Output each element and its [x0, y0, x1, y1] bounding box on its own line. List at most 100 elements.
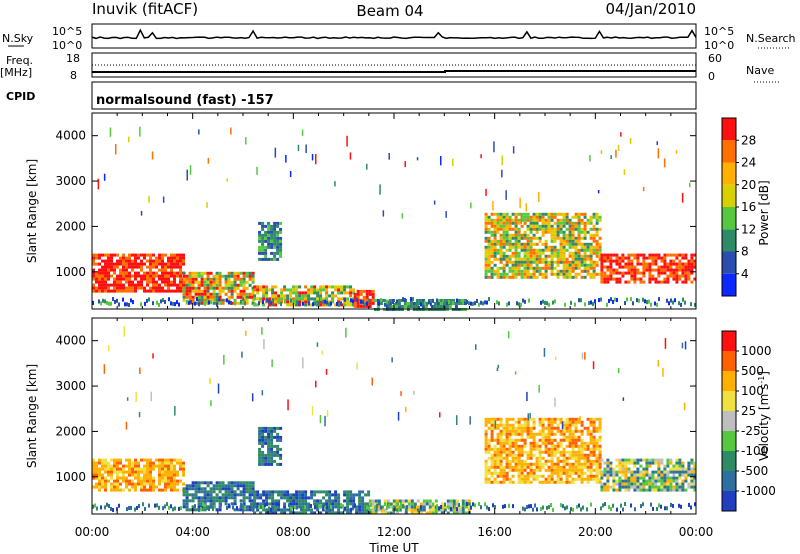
echo-cell: [161, 268, 164, 272]
echo-cell: [490, 429, 494, 433]
echo-cell: [185, 283, 189, 287]
echo-cell: [514, 242, 518, 246]
echo-cell: [422, 499, 426, 503]
echo-cell: [242, 271, 246, 275]
echo-cell: [125, 289, 128, 293]
echo-cell: [283, 288, 287, 292]
echo-cell: [603, 470, 607, 474]
echo-cell: [636, 268, 640, 272]
echo-cell: [648, 253, 652, 257]
echo-cell: [524, 507, 526, 512]
echo-cell: [556, 444, 560, 448]
echo-cell: [484, 417, 488, 421]
echo-cell: [562, 435, 566, 439]
echo-cell: [452, 301, 454, 306]
echo-cell: [362, 300, 364, 305]
echo-cell: [505, 429, 509, 433]
echo-cell: [314, 505, 316, 510]
echo-cell: [92, 476, 95, 480]
echo-cell: [131, 280, 134, 284]
echo-cell: [586, 429, 590, 433]
echo-speck: [400, 391, 402, 396]
echo-cell: [110, 289, 113, 293]
echo-cell: [152, 476, 155, 480]
echo-cell: [589, 263, 593, 267]
echo-cell: [167, 283, 170, 287]
echo-cell: [630, 485, 634, 489]
echo-cell: [292, 288, 296, 292]
echo-cell: [502, 423, 506, 427]
echo-cell: [552, 300, 554, 305]
echo-cell: [365, 295, 369, 299]
echo-cell: [574, 242, 578, 246]
echo-cell: [568, 450, 572, 454]
echo-cell: [487, 447, 491, 451]
echo-cell: [568, 227, 572, 231]
echo-cell: [239, 508, 243, 512]
echo-speck: [346, 135, 348, 147]
echo-cell: [371, 292, 375, 296]
echo-cell: [256, 288, 260, 292]
echo-cell: [316, 288, 320, 292]
echo-cell: [663, 271, 667, 275]
echo-cell: [167, 467, 170, 471]
echo-cell: [621, 479, 625, 483]
echo-speck: [675, 150, 678, 154]
echo-cell: [553, 471, 557, 475]
echo-cell: [618, 467, 622, 471]
echo-cell: [529, 263, 533, 267]
echo-cell: [669, 479, 673, 483]
echo-cell: [538, 260, 542, 264]
echo-cell: [638, 298, 640, 303]
echo-cell: [259, 496, 263, 500]
echo-cell: [233, 502, 237, 506]
colorbar-tick-label: 24: [741, 156, 756, 170]
echo-cell: [654, 479, 658, 483]
echo-cell: [273, 450, 277, 454]
echo-cell: [574, 450, 578, 454]
echo-cell: [200, 508, 204, 512]
echo-cell: [113, 488, 116, 492]
echo-cell: [273, 224, 277, 228]
echo-cell: [508, 447, 512, 451]
echo-cell: [122, 262, 125, 266]
echo-cell: [547, 218, 551, 222]
echo-cell: [526, 462, 530, 466]
echo-cell: [233, 298, 237, 302]
echo-cell: [490, 230, 494, 234]
echo-cell: [589, 236, 593, 240]
echo-cell: [678, 262, 682, 266]
echo-cell: [612, 503, 614, 508]
echo-cell: [262, 508, 266, 512]
echo-cell: [589, 417, 593, 421]
echo-cell: [218, 505, 222, 509]
echo-cell: [514, 221, 518, 225]
echo-cell: [526, 236, 530, 240]
echo-cell: [678, 470, 682, 474]
echo-cell: [630, 476, 634, 480]
echo-cell: [144, 506, 146, 511]
echo-cell: [296, 505, 298, 510]
echo-cell: [176, 262, 179, 266]
echo-cell: [544, 212, 548, 216]
echo-cell: [562, 218, 566, 222]
echo-cell: [598, 215, 602, 219]
echo-cell: [209, 481, 213, 485]
echo-cell: [592, 275, 596, 279]
echo-cell: [248, 274, 252, 278]
echo-cell: [493, 447, 497, 451]
echo-cell: [517, 420, 521, 424]
echo-cell: [663, 482, 667, 486]
echo-cell: [101, 277, 104, 281]
echo-cell: [248, 295, 252, 299]
echo-cell: [224, 277, 228, 281]
echo-cell: [544, 441, 548, 445]
echo-cell: [227, 286, 231, 290]
echo-cell: [505, 450, 509, 454]
echo-cell: [553, 266, 557, 270]
echo-cell: [568, 230, 572, 234]
echo-cell: [505, 465, 509, 469]
echo-cell: [624, 470, 628, 474]
echo-cell: [681, 461, 685, 465]
echo-cell: [206, 280, 210, 284]
